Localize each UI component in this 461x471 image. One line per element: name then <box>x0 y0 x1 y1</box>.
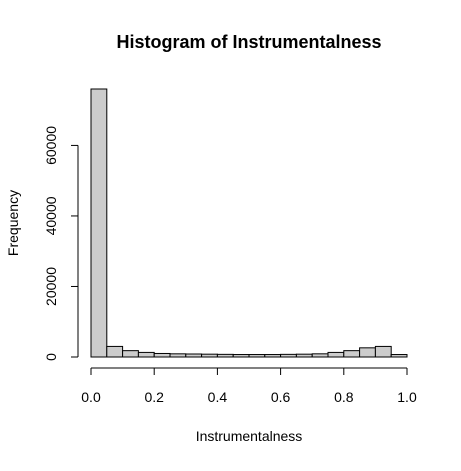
histogram-bar <box>90 88 108 358</box>
histogram-bar <box>390 354 408 358</box>
histogram-bar <box>185 353 203 358</box>
chart-title: Histogram of Instrumentalness <box>116 32 381 52</box>
x-tick-label: 0.0 <box>81 389 101 405</box>
x-tick-label: 0.6 <box>271 389 291 405</box>
histogram-bar <box>106 345 124 358</box>
x-tick-label: 0.4 <box>208 389 228 405</box>
histogram-bar <box>264 354 282 358</box>
histogram-bar <box>232 354 250 358</box>
histogram-bar <box>216 353 234 358</box>
histogram-bar <box>153 352 171 358</box>
bars-layer <box>90 88 408 358</box>
histogram-bar <box>359 347 376 358</box>
y-tick-label: 20000 <box>43 267 59 306</box>
histogram-bar <box>327 351 345 358</box>
x-tick-label: 0.8 <box>334 389 354 405</box>
histogram-bar <box>280 353 297 358</box>
histogram-bar <box>201 353 218 358</box>
histogram-bar <box>122 350 139 358</box>
x-axis-label: Instrumentalness <box>196 428 303 444</box>
histogram-bar <box>295 353 313 358</box>
histogram-bar <box>374 345 392 358</box>
y-tick-label: 60000 <box>43 126 59 165</box>
histogram-bar <box>169 353 187 358</box>
y-tick-label: 40000 <box>43 196 59 235</box>
histogram-bar <box>248 354 266 358</box>
x-axis: 0.0 0.2 0.4 0.6 0.8 1.0 <box>81 367 417 405</box>
x-tick-label: 1.0 <box>397 389 417 405</box>
y-tick-label: 0 <box>43 353 59 361</box>
y-axis-label: Frequency <box>5 190 21 256</box>
histogram-bar <box>311 353 329 358</box>
y-axis: 0 20000 40000 60000 <box>43 126 79 361</box>
histogram-bar <box>137 351 155 358</box>
histogram-bar <box>343 350 361 358</box>
x-tick-label: 0.2 <box>144 389 164 405</box>
